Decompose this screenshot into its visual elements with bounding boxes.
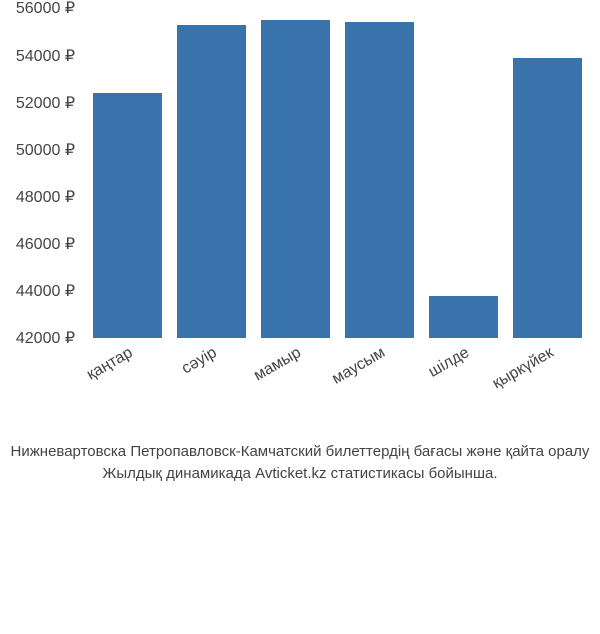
y-tick-label: 56000 ₽ xyxy=(0,0,75,18)
y-tick-label: 54000 ₽ xyxy=(0,46,75,66)
bar xyxy=(513,58,582,339)
bar xyxy=(93,93,162,338)
y-tick-label: 42000 ₽ xyxy=(0,328,75,348)
y-tick-label: 50000 ₽ xyxy=(0,140,75,160)
bar xyxy=(345,22,414,338)
price-chart: 42000 ₽ 44000 ₽ 46000 ₽ 48000 ₽ 50000 ₽ 52000… xyxy=(0,0,600,500)
y-tick-label: 46000 ₽ xyxy=(0,234,75,254)
y-tick-label: 48000 ₽ xyxy=(0,187,75,207)
y-tick-label: 52000 ₽ xyxy=(0,93,75,113)
caption-line-2: Жылдық динамикада Avticket.kz статистика… xyxy=(0,465,600,482)
bar xyxy=(261,20,330,338)
caption-line-1: Нижневартовска Петропавловск-Камчатский … xyxy=(0,443,600,460)
bar xyxy=(177,25,246,339)
y-tick-label: 44000 ₽ xyxy=(0,281,75,301)
bar xyxy=(429,296,498,338)
